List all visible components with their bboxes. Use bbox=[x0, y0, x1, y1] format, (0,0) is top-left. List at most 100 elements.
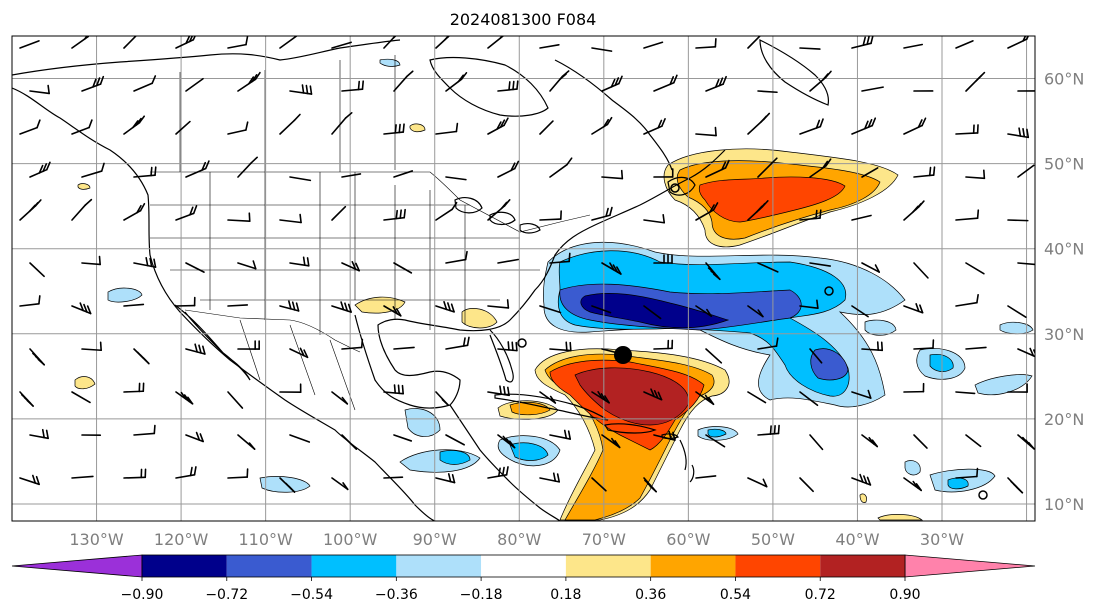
wind-barb bbox=[237, 71, 261, 92]
wind-barb bbox=[497, 341, 518, 352]
wind-barb bbox=[695, 305, 713, 318]
wind-barb bbox=[487, 385, 510, 397]
wind-barb bbox=[747, 305, 764, 318]
wind-barb bbox=[279, 113, 301, 135]
wind-barb bbox=[445, 176, 467, 181]
wind-barb bbox=[29, 161, 51, 178]
wind-barb bbox=[549, 70, 570, 92]
open-circle-marker-2 bbox=[517, 338, 527, 348]
wind-barb bbox=[383, 208, 406, 221]
wind-barb bbox=[861, 434, 879, 448]
wind-barb bbox=[861, 167, 879, 178]
longitude-label: 40°W bbox=[835, 530, 879, 549]
wind-barb bbox=[851, 473, 872, 486]
wind-barb bbox=[809, 158, 832, 178]
wind-barb bbox=[653, 168, 674, 178]
wind-barb bbox=[861, 262, 881, 273]
pos-anomaly-yellow-7 bbox=[409, 123, 426, 133]
wind-barb bbox=[861, 86, 884, 92]
wind-barb bbox=[29, 428, 49, 440]
wind-barb bbox=[903, 200, 925, 221]
wind-barb bbox=[19, 391, 34, 407]
pos-anomaly-yellow-9 bbox=[77, 183, 91, 190]
wind-barb bbox=[29, 262, 45, 278]
hispaniola bbox=[604, 423, 657, 434]
wind-barb bbox=[747, 200, 769, 221]
wind-barb bbox=[445, 434, 465, 446]
chart-title: 2024081300 F084 bbox=[450, 10, 597, 29]
wind-barb bbox=[539, 120, 554, 135]
baja-california bbox=[174, 304, 251, 381]
wind-barb bbox=[435, 300, 455, 313]
labrador-coast bbox=[554, 59, 673, 171]
colorbar-bin bbox=[481, 555, 566, 577]
wind-barb bbox=[185, 262, 205, 273]
wind-barb bbox=[435, 473, 456, 484]
wind-barb bbox=[237, 340, 260, 350]
wind-barb bbox=[799, 299, 819, 310]
pos-anomaly-yellow-6 bbox=[74, 376, 96, 390]
wind-barb bbox=[237, 434, 256, 450]
wind-barb bbox=[19, 119, 41, 135]
wind-barb bbox=[747, 112, 771, 135]
wind-barb bbox=[695, 475, 717, 479]
wind-barb bbox=[747, 477, 768, 488]
wind-barb bbox=[383, 305, 402, 317]
wind-barb bbox=[289, 84, 313, 95]
colorbar-tick-label: 0.36 bbox=[635, 587, 666, 603]
wind-barb bbox=[341, 80, 364, 92]
wind-barb bbox=[809, 434, 824, 451]
wind-barb bbox=[955, 293, 979, 307]
colorbar-bin bbox=[565, 555, 651, 577]
colorbar-extend-high bbox=[904, 554, 1036, 578]
wind-barb bbox=[71, 198, 93, 221]
wind-barb bbox=[393, 170, 414, 178]
wind-barb bbox=[1007, 219, 1029, 222]
wind-barb bbox=[81, 341, 102, 352]
wind-barb bbox=[549, 341, 572, 352]
wind-barb bbox=[653, 430, 676, 441]
wind-barb bbox=[903, 477, 922, 492]
wind-barb bbox=[643, 305, 662, 320]
neg-anomaly-light-12 bbox=[864, 319, 897, 336]
wind-barb bbox=[643, 41, 664, 49]
wind-barb bbox=[487, 299, 510, 309]
neg-anomaly-medium-8 bbox=[707, 428, 727, 438]
wind-barb bbox=[383, 384, 404, 395]
wind-barb bbox=[1017, 347, 1035, 358]
canada-provinces bbox=[179, 55, 396, 172]
cuba bbox=[494, 393, 609, 421]
wind-barb bbox=[913, 262, 929, 279]
wind-barb bbox=[81, 255, 101, 266]
wind-barb bbox=[591, 47, 613, 52]
wind-barb bbox=[965, 262, 985, 275]
wind-barb bbox=[1007, 305, 1027, 318]
north-coast bbox=[12, 39, 401, 76]
wind-barb bbox=[705, 262, 721, 281]
wind-barb bbox=[955, 391, 976, 395]
wind-barb bbox=[903, 43, 924, 49]
wind-barb bbox=[175, 205, 198, 221]
wind-barb bbox=[175, 296, 196, 307]
latitude-label: 60°N bbox=[1044, 70, 1084, 89]
wind-barb bbox=[809, 70, 832, 92]
wind-barb bbox=[289, 347, 309, 359]
wind-barb bbox=[965, 71, 986, 92]
open-circle-marker-1 bbox=[824, 286, 834, 296]
wind-barb bbox=[71, 302, 92, 315]
wind-barb bbox=[445, 250, 468, 264]
political-boundaries bbox=[150, 55, 591, 411]
wind-barb bbox=[539, 391, 557, 404]
wind-barb bbox=[1007, 383, 1028, 393]
latitude-label: 50°N bbox=[1044, 155, 1084, 174]
wind-barb bbox=[29, 348, 45, 366]
colorbar-tick-label: 0.18 bbox=[550, 587, 581, 603]
wind-barb bbox=[497, 258, 519, 264]
open-circle-marker-4 bbox=[670, 183, 680, 193]
wind-barb bbox=[539, 305, 562, 314]
wind-barb bbox=[133, 424, 156, 436]
greenland-south bbox=[759, 39, 830, 106]
wind-barb bbox=[591, 206, 613, 221]
wind-barb bbox=[71, 475, 94, 479]
wind-barb bbox=[71, 36, 90, 49]
